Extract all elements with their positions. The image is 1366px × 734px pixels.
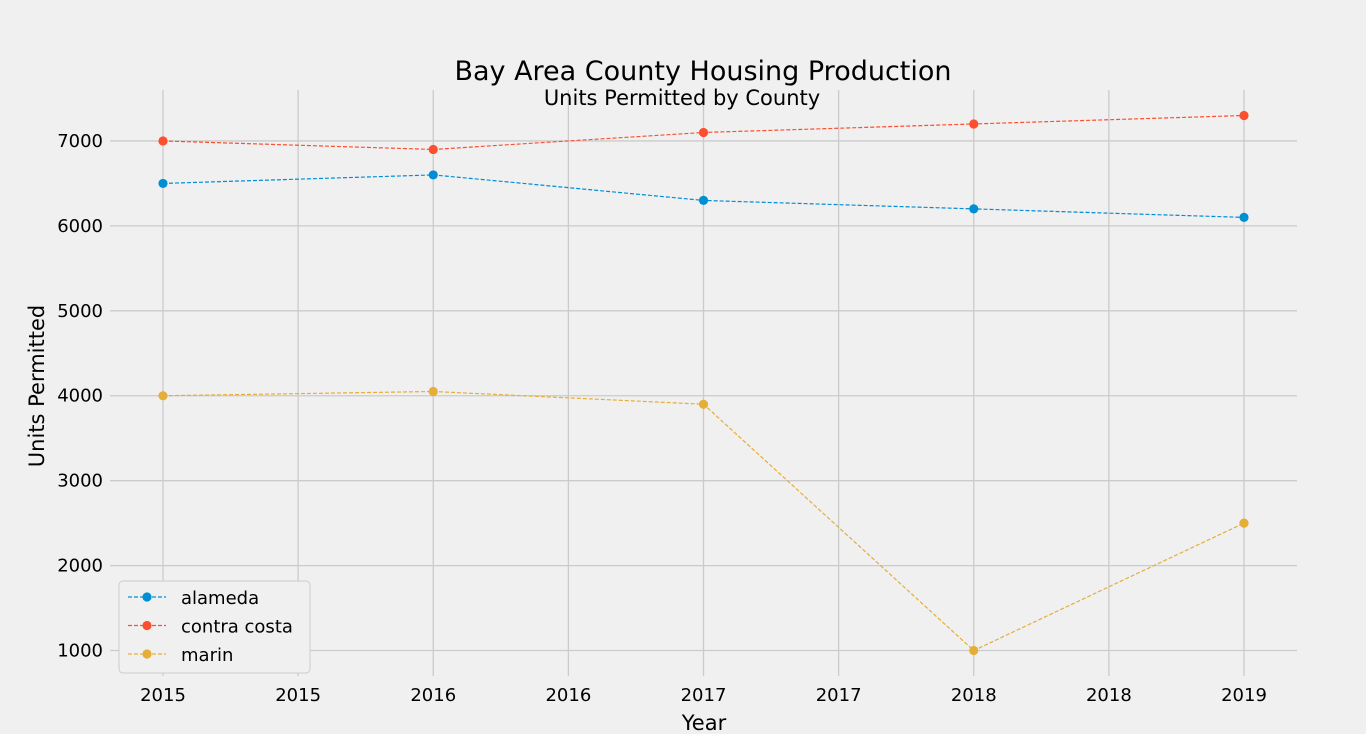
y-axis-label: Units Permitted [25,305,49,467]
legend-label: marin [181,645,233,666]
series-layer [158,110,1249,656]
data-point [698,195,709,206]
y-gridlines [110,140,1297,652]
y-tick-label: 7000 [57,131,103,152]
x-tick-label: 2016 [545,685,591,706]
legend-label: alameda [181,588,259,609]
y-tick-label: 3000 [57,471,103,492]
legend-marker [142,592,152,602]
series-contra-costa [158,110,1249,155]
y-tick-labels: 1000 2000 3000 4000 5000 6000 7000 [57,131,103,662]
data-point [158,136,168,146]
x-tick-label: 2016 [410,685,456,706]
data-point [158,391,168,401]
legend-box [118,580,311,674]
x-axis-label: Year [681,711,727,734]
data-point [428,170,438,180]
data-point [969,645,979,656]
x-tick-label: 2015 [140,685,186,706]
series-marin [158,386,1249,656]
legend-entry: marin [128,645,233,666]
legend-marker [142,620,152,631]
data-point [1239,518,1249,528]
legend-marker [142,649,152,659]
data-point [698,127,709,138]
x-tick-labels: 2015 2015 2016 2016 2017 2017 2018 2018 2019 [140,685,1267,706]
x-gridlines [162,90,1245,676]
legend-entry: contra costa [128,617,293,638]
y-tick-label: 1000 [57,641,103,662]
x-tick-label: 2018 [1086,685,1132,706]
y-tick-label: 2000 [57,556,103,577]
data-point [1239,110,1249,121]
y-tick-label: 5000 [57,301,103,322]
legend: alameda contra costa marin [118,580,311,674]
x-tick-label: 2017 [816,685,862,706]
y-tick-label: 6000 [57,216,103,237]
chart-subtitle: Units Permitted by County [544,86,820,110]
x-tick-label: 2019 [1221,685,1267,706]
x-tick-label: 2015 [275,685,321,706]
data-point [428,386,438,397]
data-point [1239,212,1249,222]
data-point [969,119,979,129]
y-tick-label: 4000 [57,386,103,407]
legend-entry: alameda [128,588,259,609]
x-tick-label: 2018 [951,685,997,706]
data-point [158,178,168,189]
series-alameda [158,170,1249,222]
chart-title: Bay Area County Housing Production [454,56,951,87]
data-point [428,144,438,155]
data-point [969,204,979,214]
legend-label: contra costa [181,617,293,638]
x-tick-label: 2017 [681,685,727,706]
data-point [698,399,709,409]
